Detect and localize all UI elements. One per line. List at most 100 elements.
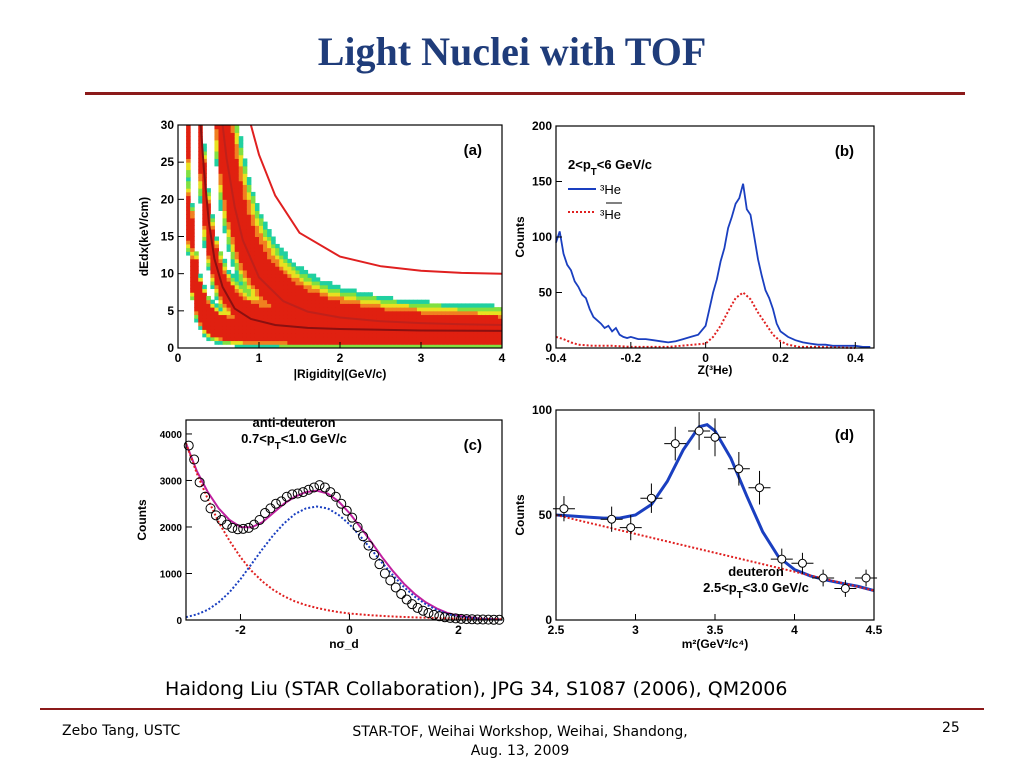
heatmap-cell	[226, 199, 232, 204]
heatmap-cell	[388, 310, 394, 316]
heatmap-cell	[186, 180, 191, 185]
data-point	[607, 514, 617, 524]
heatmap-cell	[218, 177, 224, 182]
heatmap-cell	[368, 344, 373, 349]
x-tick-label: 0	[175, 351, 182, 365]
heatmap-cell	[250, 251, 256, 256]
heatmap-cell	[481, 318, 487, 323]
y-tick-label: 100	[532, 403, 552, 417]
heatmap-cell	[267, 255, 272, 260]
heatmap-cell	[218, 277, 224, 282]
heatmap-cell	[368, 325, 373, 330]
heatmap-cell	[230, 251, 236, 256]
heatmap-cell	[246, 273, 252, 278]
heatmap-cell	[259, 236, 264, 241]
heatmap-cell	[485, 321, 491, 327]
heatmap-cell	[238, 203, 244, 208]
heatmap-cell	[279, 288, 284, 293]
heatmap-cell	[259, 318, 264, 323]
heatmap-cell	[214, 143, 219, 148]
heatmap-cell	[246, 314, 252, 319]
heatmap-cell	[222, 173, 228, 178]
heatmap-cell	[445, 303, 450, 308]
heatmap-cell	[331, 303, 337, 308]
heatmap-cell	[271, 344, 276, 349]
heatmap-cell	[226, 236, 232, 241]
heatmap-cell	[416, 310, 422, 316]
heatmap-cell	[254, 217, 260, 223]
heatmap-cell	[230, 221, 236, 226]
heatmap-cell	[372, 318, 377, 323]
heatmap-cell	[465, 303, 471, 308]
y-tick-label: 4000	[160, 430, 183, 441]
heatmap-cell	[429, 314, 434, 319]
heatmap-cell	[323, 299, 329, 304]
heatmap-cell	[210, 299, 215, 304]
heatmap-cell	[493, 307, 499, 312]
heatmap-cell	[392, 333, 398, 338]
heatmap-cell	[230, 136, 236, 141]
heatmap-cell	[230, 147, 236, 152]
heatmap-cell	[222, 281, 228, 286]
heatmap-cell	[222, 295, 228, 301]
heatmap-cell	[218, 188, 224, 193]
heatmap-cell	[186, 162, 191, 167]
heatmap-cell	[202, 203, 207, 208]
heatmap-cell	[263, 299, 268, 304]
heatmap-cell	[421, 318, 426, 323]
heatmap-cell	[461, 303, 467, 308]
heatmap-cell	[214, 136, 219, 141]
heatmap-cell	[263, 251, 268, 256]
heatmap-cell	[218, 151, 224, 156]
heatmap-cell	[445, 329, 450, 334]
heatmap-cell	[437, 303, 442, 308]
heatmap-cell	[396, 336, 402, 342]
heatmap-cell	[190, 255, 195, 260]
heatmap-cell	[429, 325, 434, 330]
heatmap-cell	[246, 229, 252, 234]
heatmap-cell	[429, 303, 434, 308]
heatmap-cell	[226, 340, 232, 345]
heatmap-cell	[267, 281, 272, 286]
heatmap-cell	[198, 125, 203, 130]
heatmap-cell	[263, 336, 268, 342]
heatmap-cell	[234, 221, 240, 226]
heatmap-cell	[307, 307, 313, 312]
y-axis-label: Counts	[513, 216, 527, 258]
heatmap-cell	[307, 344, 313, 349]
heatmap-cell	[348, 344, 353, 349]
heatmap-cell	[254, 325, 260, 330]
heatmap-cell	[186, 165, 191, 171]
heatmap-cell	[360, 303, 365, 308]
heatmap-cell	[287, 295, 292, 301]
heatmap-cell	[441, 336, 446, 342]
heatmap-cell	[283, 251, 288, 256]
heatmap-cell	[198, 132, 203, 137]
heatmap-cell	[271, 266, 276, 271]
heatmap-cell	[250, 206, 256, 211]
heatmap-cell	[323, 329, 329, 334]
heatmap-cell	[323, 310, 329, 316]
heatmap-cell	[234, 232, 240, 237]
heatmap-cell	[190, 262, 195, 267]
heatmap-cell	[319, 314, 325, 319]
heatmap-cell	[214, 321, 219, 327]
heatmap-cell	[335, 303, 341, 308]
heatmap-cell	[259, 340, 264, 345]
heatmap-cell	[214, 333, 219, 338]
heatmap-cell	[485, 325, 491, 330]
heatmap-cell	[222, 299, 228, 304]
heatmap-cell	[481, 314, 487, 319]
heatmap-cell	[238, 191, 244, 197]
heatmap-cell	[242, 162, 248, 167]
heatmap-cell	[327, 284, 333, 290]
data-point	[646, 493, 656, 503]
plot-bg	[178, 125, 502, 348]
heatmap-cell	[453, 333, 458, 338]
heatmap-cell	[388, 329, 394, 334]
heatmap-cell	[275, 329, 280, 334]
footer-event-line2: Aug. 13, 2009	[470, 743, 570, 759]
heatmap-cell	[283, 295, 288, 301]
heatmap-cell	[238, 217, 244, 223]
plot-frame	[185, 419, 503, 621]
